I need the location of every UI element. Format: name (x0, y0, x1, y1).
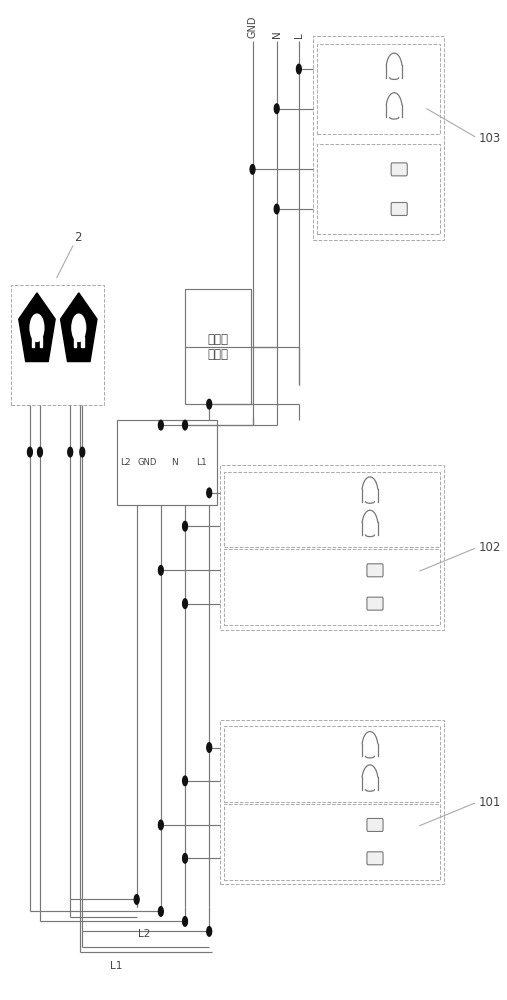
Text: 101: 101 (478, 796, 500, 809)
Circle shape (250, 165, 255, 174)
Text: 切换控
制模块: 切换控 制模块 (207, 333, 228, 361)
Circle shape (207, 743, 211, 752)
Text: 102: 102 (478, 541, 500, 554)
Circle shape (30, 314, 44, 341)
Polygon shape (19, 293, 55, 362)
Circle shape (274, 204, 279, 214)
Circle shape (183, 776, 188, 786)
Bar (11, 285, 104, 405)
Bar (224, 804, 440, 880)
Bar (74, 337, 76, 347)
Bar (317, 44, 440, 134)
FancyBboxPatch shape (391, 203, 407, 215)
Bar (317, 144, 440, 234)
Text: N: N (171, 458, 178, 467)
Circle shape (207, 399, 211, 409)
Text: N: N (272, 30, 282, 38)
FancyBboxPatch shape (367, 597, 383, 610)
Circle shape (207, 488, 211, 498)
Bar (81, 337, 84, 347)
FancyBboxPatch shape (367, 818, 383, 831)
Bar (224, 472, 440, 547)
Text: L: L (294, 32, 304, 38)
Circle shape (80, 447, 85, 457)
Circle shape (159, 566, 163, 575)
Bar (224, 726, 440, 802)
FancyBboxPatch shape (367, 564, 383, 577)
Text: 103: 103 (478, 132, 500, 145)
Circle shape (183, 917, 188, 926)
Bar (220, 465, 444, 630)
Circle shape (183, 854, 188, 863)
Circle shape (297, 64, 301, 74)
Bar (40, 337, 42, 347)
Circle shape (274, 104, 279, 113)
Text: L1: L1 (196, 458, 206, 467)
Circle shape (183, 420, 188, 430)
Bar (224, 549, 440, 625)
Polygon shape (60, 293, 97, 362)
Bar (185, 289, 250, 404)
Circle shape (38, 447, 43, 457)
Text: 2: 2 (74, 231, 82, 244)
Circle shape (159, 907, 163, 916)
Circle shape (159, 820, 163, 830)
Text: GND: GND (247, 15, 258, 38)
Circle shape (159, 420, 163, 430)
Text: GND: GND (137, 458, 157, 467)
Circle shape (68, 447, 73, 457)
Circle shape (134, 895, 139, 904)
Circle shape (183, 599, 188, 608)
Bar (313, 36, 444, 240)
Bar (220, 720, 444, 884)
Text: L2: L2 (138, 929, 151, 939)
Text: L2: L2 (120, 458, 131, 467)
Bar (32, 337, 34, 347)
Circle shape (27, 447, 32, 457)
Text: L1: L1 (111, 961, 123, 971)
FancyBboxPatch shape (391, 163, 407, 176)
Circle shape (72, 314, 86, 341)
FancyBboxPatch shape (367, 852, 383, 865)
Circle shape (207, 927, 211, 936)
Bar (117, 420, 218, 505)
Circle shape (183, 521, 188, 531)
